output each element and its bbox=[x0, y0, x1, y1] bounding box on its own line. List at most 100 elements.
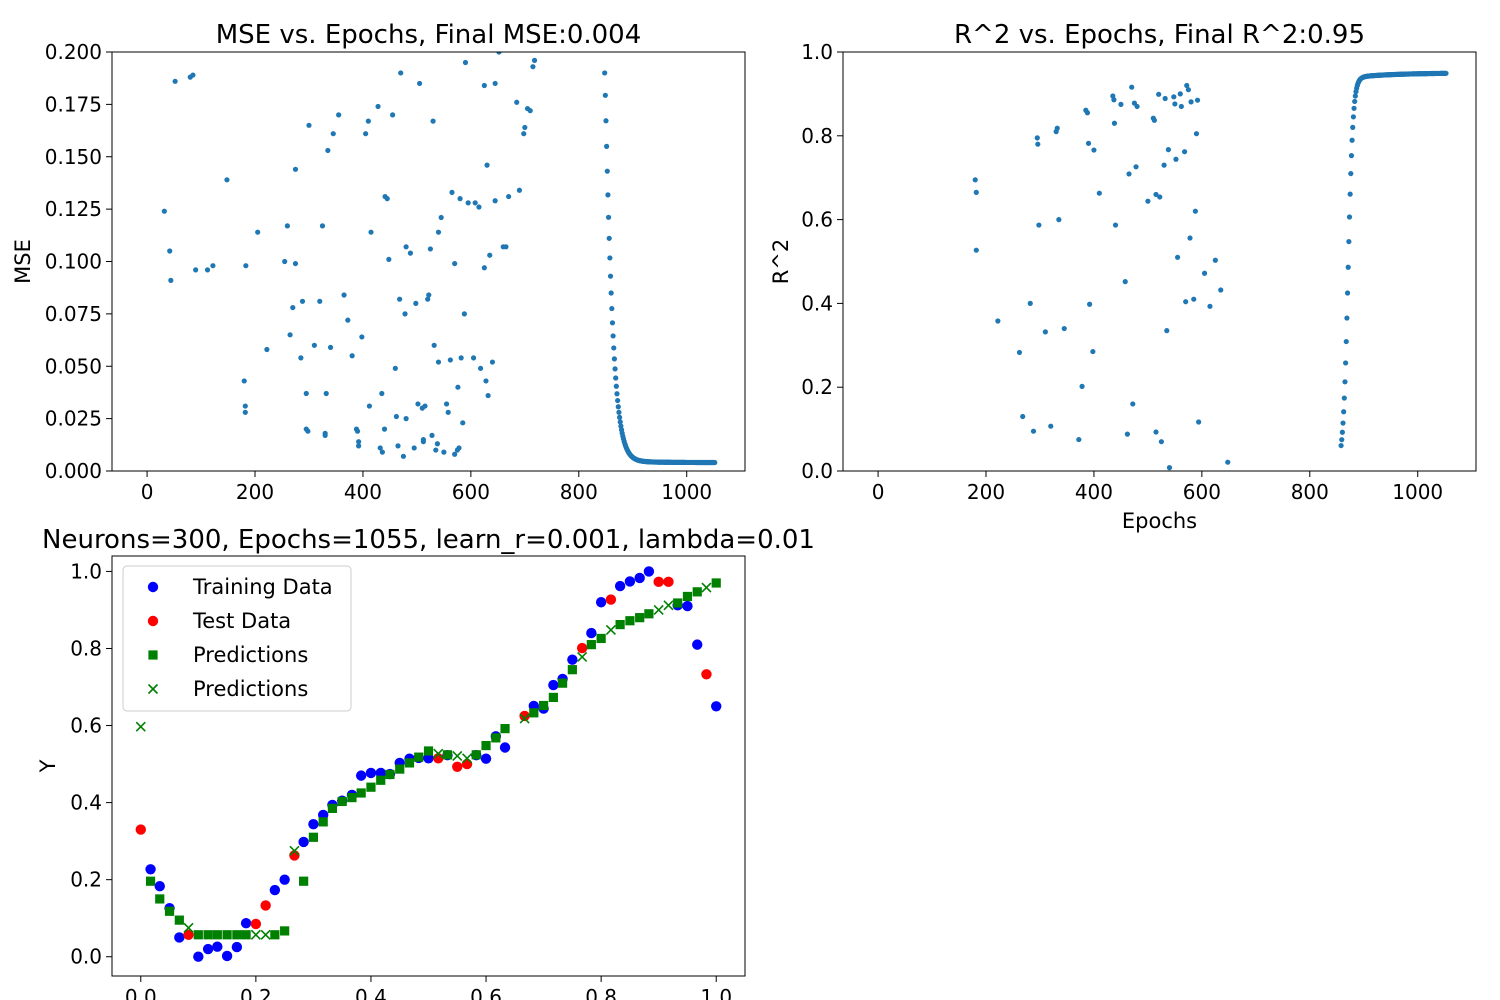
data-point bbox=[154, 881, 165, 892]
data-point bbox=[347, 792, 357, 803]
x-tick-label: 400 bbox=[344, 480, 382, 504]
data-point bbox=[1207, 303, 1213, 309]
legend-marker bbox=[148, 650, 158, 660]
axes-frame bbox=[111, 555, 746, 977]
data-point bbox=[1349, 137, 1355, 143]
data-point bbox=[602, 92, 608, 98]
data-point bbox=[514, 99, 520, 105]
data-point bbox=[1192, 208, 1198, 214]
data-point bbox=[682, 591, 693, 602]
data-point bbox=[1225, 459, 1231, 465]
data-point bbox=[1134, 103, 1140, 110]
data-point bbox=[330, 131, 336, 137]
data-point bbox=[420, 436, 426, 443]
data-point bbox=[452, 761, 463, 772]
data-point bbox=[461, 311, 467, 317]
data-point bbox=[1342, 379, 1348, 385]
data-point bbox=[318, 817, 328, 827]
data-point bbox=[400, 453, 407, 459]
data-point bbox=[240, 918, 252, 929]
data-point bbox=[1016, 349, 1023, 356]
x-tick-label: 800 bbox=[1291, 480, 1329, 504]
data-point bbox=[530, 64, 536, 70]
data-point bbox=[527, 108, 533, 114]
data-point bbox=[445, 409, 451, 415]
data-point bbox=[325, 147, 331, 154]
data-point bbox=[1174, 254, 1181, 260]
y-tick-label: 0.200 bbox=[45, 40, 102, 64]
data-point bbox=[1111, 97, 1117, 103]
data-point bbox=[292, 166, 299, 172]
data-point bbox=[1193, 131, 1200, 137]
data-point bbox=[1346, 214, 1353, 220]
data-point bbox=[1350, 124, 1356, 130]
data-point bbox=[1178, 103, 1184, 110]
data-point bbox=[634, 572, 645, 584]
data-point bbox=[442, 750, 453, 760]
data-point bbox=[1196, 419, 1202, 425]
data-point bbox=[212, 930, 222, 940]
data-point bbox=[349, 353, 355, 359]
data-point bbox=[586, 640, 596, 650]
x-tick-label: 800 bbox=[560, 480, 598, 504]
data-point bbox=[1118, 101, 1124, 107]
x-tick-label: 0.2 bbox=[240, 985, 272, 1000]
data-point bbox=[264, 346, 270, 353]
data-point bbox=[616, 409, 622, 415]
x-tick-label: 1.0 bbox=[700, 985, 732, 1000]
data-point bbox=[1338, 442, 1344, 449]
chart-title: R^2 vs. Epochs, Final R^2:0.95 bbox=[954, 20, 1365, 50]
data-point bbox=[212, 941, 223, 952]
data-point bbox=[612, 366, 618, 372]
y-tick-label: 0.050 bbox=[45, 354, 102, 378]
data-point bbox=[431, 342, 437, 348]
data-point bbox=[1156, 91, 1162, 97]
data-point bbox=[1344, 315, 1350, 321]
data-point bbox=[1153, 429, 1159, 435]
data-point bbox=[477, 365, 484, 371]
data-point bbox=[224, 177, 230, 183]
data-point bbox=[682, 600, 693, 612]
data-point bbox=[430, 118, 436, 124]
data-point bbox=[366, 403, 373, 409]
axes-frame bbox=[111, 51, 746, 472]
data-point bbox=[973, 189, 979, 195]
data-point bbox=[1085, 140, 1092, 146]
data-point bbox=[611, 345, 617, 351]
data-point bbox=[1027, 300, 1033, 306]
legend-marker bbox=[147, 683, 159, 695]
series-4 bbox=[135, 582, 712, 940]
data-point bbox=[457, 196, 463, 202]
data-point bbox=[452, 260, 458, 267]
data-point bbox=[1339, 437, 1345, 443]
data-point bbox=[355, 770, 367, 781]
data-point bbox=[519, 710, 530, 722]
data-point bbox=[1111, 120, 1118, 126]
data-point bbox=[1166, 465, 1173, 471]
data-point bbox=[393, 413, 399, 420]
y-tick-label: 0.125 bbox=[45, 197, 102, 221]
data-point bbox=[284, 223, 290, 229]
data-point bbox=[1112, 222, 1119, 228]
data-point bbox=[289, 845, 300, 856]
data-point bbox=[183, 922, 194, 933]
data-point bbox=[576, 642, 588, 654]
data-point bbox=[1350, 114, 1356, 120]
data-point bbox=[491, 733, 501, 743]
data-point bbox=[1188, 99, 1194, 105]
data-point bbox=[1096, 190, 1102, 196]
data-point bbox=[604, 168, 610, 174]
data-point bbox=[653, 576, 664, 588]
data-point bbox=[644, 609, 654, 619]
data-point bbox=[282, 258, 288, 265]
data-point bbox=[365, 767, 377, 779]
data-point bbox=[1191, 296, 1197, 302]
data-point bbox=[1036, 222, 1042, 228]
data-point bbox=[336, 112, 342, 118]
legend-marker bbox=[147, 615, 159, 627]
data-point bbox=[241, 378, 247, 384]
y-axis-label: R^2 bbox=[769, 239, 793, 285]
data-point bbox=[465, 200, 471, 206]
data-point bbox=[270, 930, 280, 940]
data-point bbox=[422, 403, 428, 409]
